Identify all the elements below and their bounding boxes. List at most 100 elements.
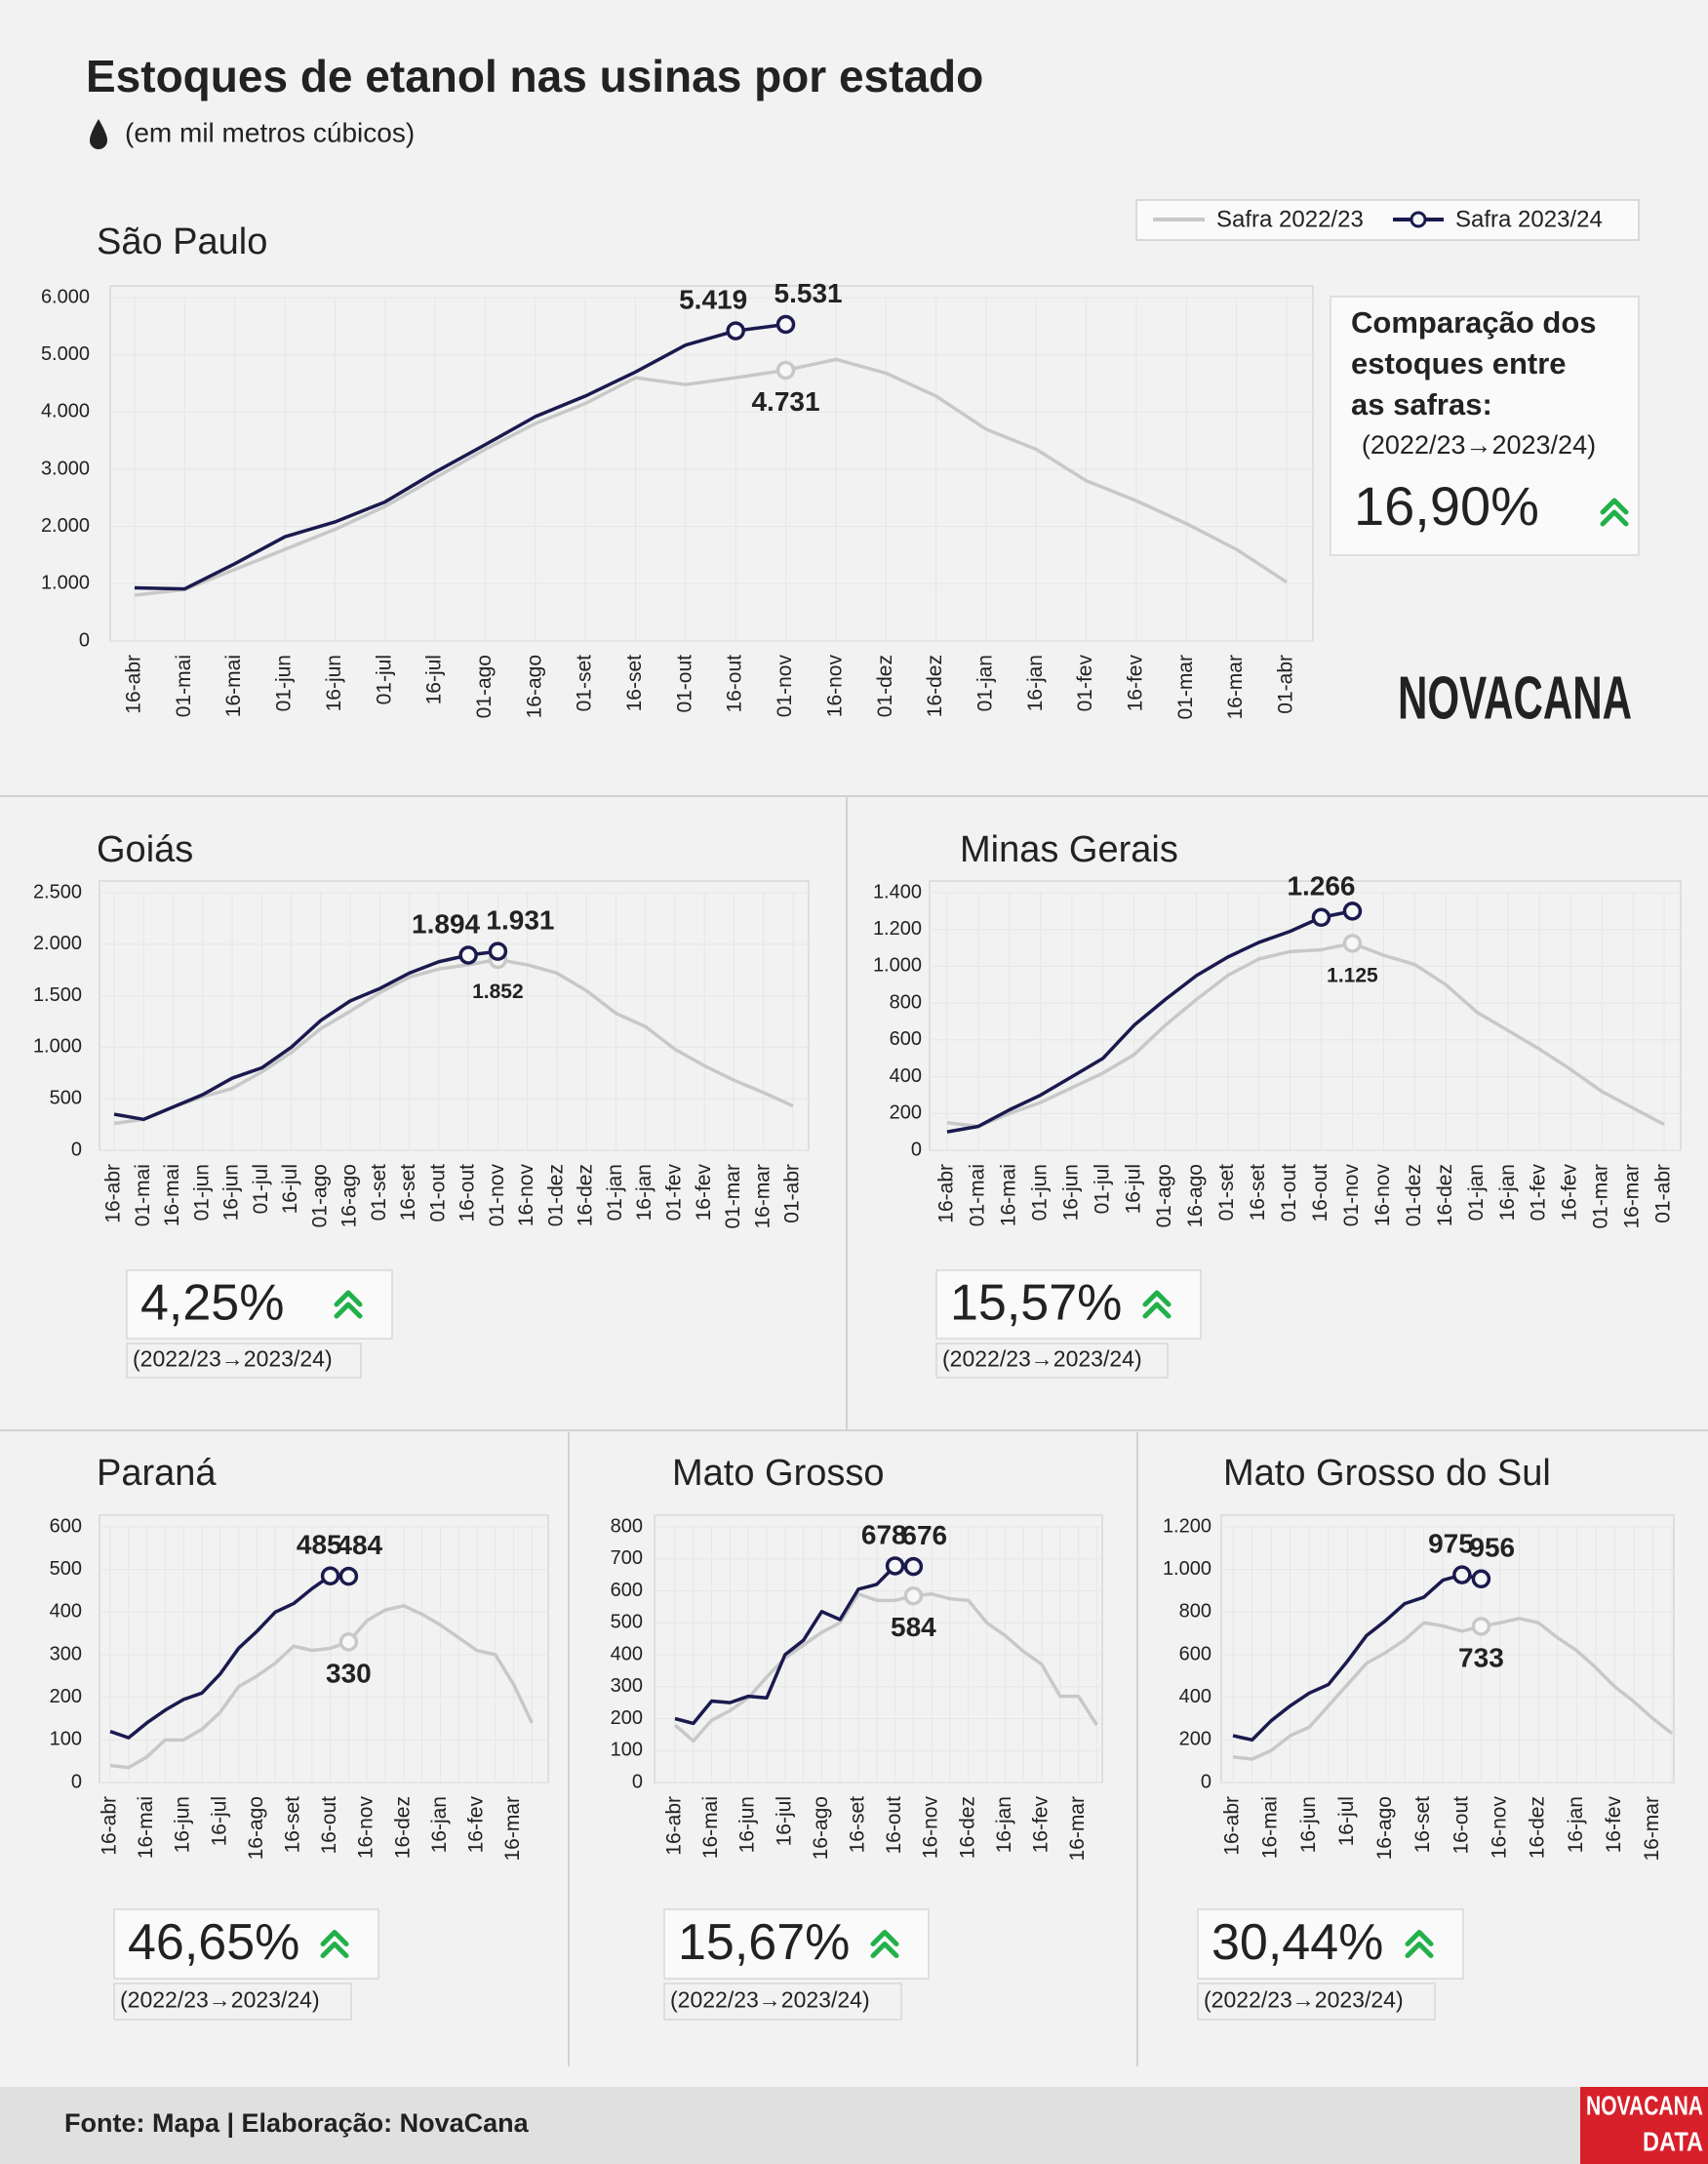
point-marker (775, 360, 796, 381)
y-tick-label: 200 (1179, 1729, 1211, 1750)
x-tick-label: 16-ago (338, 1164, 361, 1227)
comparison-value: 15,67% (678, 1914, 850, 1971)
y-tick-label: 2.000 (41, 515, 90, 537)
x-tick-label: 16-jun (220, 1164, 243, 1221)
x-tick-label: 16-out (1450, 1796, 1472, 1855)
legend-marker (1410, 211, 1427, 228)
series-line (109, 1604, 534, 1770)
data-label: 5.531 (775, 278, 843, 308)
footer-logo: DATA (1643, 2126, 1703, 2156)
comparison-note: (2022/23→2023/24) (133, 1346, 333, 1372)
x-tick-label: 16-fev (1559, 1164, 1581, 1222)
comparison-note-box (126, 1342, 362, 1379)
up-chevron (320, 1942, 349, 1958)
x-tick-label: 16-out (457, 1164, 479, 1222)
chart-title: Mato Grosso (672, 1453, 885, 1494)
series-line (946, 942, 1665, 1129)
y-tick-label: 1.000 (41, 573, 90, 594)
x-tick-label: 16-jan (1565, 1796, 1587, 1853)
x-tick-label: 16-jun (323, 655, 345, 711)
y-tick-label: 800 (1179, 1601, 1211, 1623)
x-tick-label: 01-dez (544, 1164, 567, 1226)
y-tick-label: 0 (71, 1771, 82, 1792)
x-tick-label: 16-ago (523, 655, 545, 718)
x-tick-label: 16-fev (1125, 655, 1147, 712)
up-chevron (870, 1942, 899, 1958)
y-tick-label: 200 (890, 1102, 922, 1124)
x-tick-label: 01-out (426, 1164, 449, 1222)
chart-title: São Paulo (97, 221, 267, 262)
series-line (113, 957, 794, 1126)
x-tick-label: 01-set (574, 655, 596, 712)
comparison-value: 46,65% (128, 1914, 299, 1971)
y-tick-label: 4.000 (41, 401, 90, 422)
point-marker (458, 945, 478, 965)
comparison-value: 30,44% (1211, 1914, 1383, 1971)
point-marker (338, 1632, 359, 1652)
x-tick-label: 16-set (847, 1796, 869, 1854)
y-tick-label: 1.500 (33, 984, 82, 1006)
point-marker (726, 321, 745, 341)
y-tick-label: 1.000 (1163, 1558, 1211, 1580)
logo: NOVACANA (1398, 664, 1632, 732)
series-line (1232, 1617, 1674, 1761)
x-tick-label: 01-dez (1403, 1164, 1425, 1226)
comparison-note-box (113, 1983, 352, 2021)
y-tick-label: 800 (611, 1515, 643, 1537)
data-label: 330 (326, 1658, 372, 1688)
y-tick-label: 800 (890, 991, 922, 1013)
x-tick-label: 16-mai (135, 1796, 157, 1859)
x-tick-label: 16-abr (123, 655, 145, 714)
footer-bar (0, 2087, 1708, 2164)
x-tick-label: 16-dez (924, 655, 946, 717)
x-tick-label: 16-jan (1024, 655, 1047, 711)
comparison-value: 4,25% (140, 1275, 284, 1332)
footer-logo-box (1580, 2087, 1708, 2164)
comparison-value: 16,90% (1354, 475, 1539, 537)
y-tick-label: 600 (890, 1028, 922, 1050)
comparison-heading: as safras: (1351, 387, 1492, 421)
x-tick-label: 01-jan (1465, 1164, 1488, 1221)
data-label: 5.419 (679, 284, 747, 314)
x-tick-label: 16-dez (575, 1164, 597, 1226)
comparison-note-box (935, 1342, 1169, 1379)
x-tick-label: 01-abr (1275, 655, 1297, 714)
data-label: 678 (861, 1519, 907, 1549)
subtitle: (em mil metros cúbicos) (125, 117, 415, 147)
x-tick-label: 16-dez (956, 1796, 978, 1859)
x-tick-label: 16-fev (1603, 1796, 1625, 1854)
footer-source: Fonte: Mapa | Elaboração: NovaCana (64, 2108, 530, 2138)
series-line (113, 949, 498, 1122)
y-tick-label: 6.000 (41, 286, 90, 307)
x-tick-label: 16-set (282, 1796, 304, 1854)
y-tick-label: 500 (50, 1087, 82, 1108)
chart-title: Paraná (97, 1453, 217, 1494)
x-tick-label: 01-jul (250, 1164, 272, 1214)
chart-title: Mato Grosso do Sul (1223, 1453, 1551, 1494)
x-tick-label: 16-set (623, 655, 646, 712)
x-tick-label: 16-mar (751, 1164, 774, 1229)
comparison-value: 15,57% (950, 1275, 1122, 1332)
x-tick-label: 16-jul (279, 1164, 301, 1214)
comparison-note: (2022/23→2023/24) (1362, 430, 1596, 460)
x-tick-label: 01-fev (1074, 655, 1096, 712)
y-tick-label: 1.400 (873, 881, 922, 902)
x-tick-label: 01-abr (1652, 1164, 1675, 1223)
x-tick-label: 01-jul (373, 655, 395, 704)
x-tick-label: 16-mai (161, 1164, 183, 1226)
up-chevron (1405, 1942, 1434, 1958)
y-tick-label: 600 (50, 1515, 82, 1537)
x-tick-label: 01-set (368, 1164, 390, 1222)
x-tick-label: 16-set (1411, 1796, 1434, 1854)
y-tick-label: 500 (50, 1558, 82, 1580)
series-line (673, 1592, 1098, 1743)
up-chevron (1600, 498, 1629, 515)
x-tick-label: 16-abr (99, 1796, 121, 1856)
y-tick-label: 600 (611, 1580, 643, 1601)
data-label: 733 (1458, 1642, 1504, 1672)
y-tick-label: 1.200 (873, 918, 922, 940)
x-tick-label: 16-mai (997, 1164, 1019, 1226)
x-tick-label: 16-abr (102, 1164, 125, 1223)
y-tick-label: 400 (611, 1643, 643, 1664)
comparison-heading: estoques entre (1351, 346, 1567, 381)
